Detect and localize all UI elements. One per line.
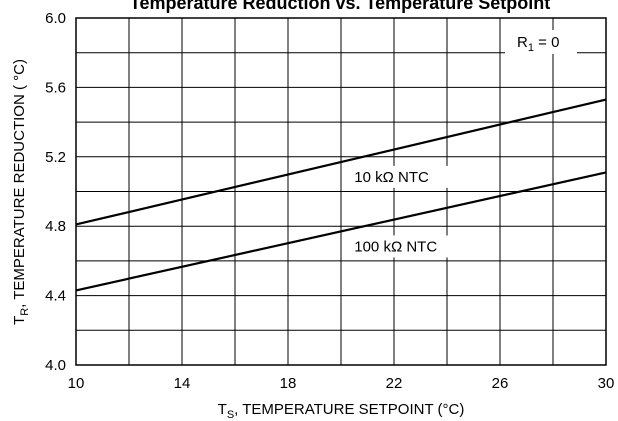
x-tick-label: 22 — [386, 375, 403, 392]
series-line-2 — [75, 171, 607, 292]
y-axis-label: TR, TEMPERATURE REDUCTION ( °C) — [11, 59, 31, 325]
plot-frame — [75, 17, 607, 366]
y-tick-label: 5.6 — [45, 79, 66, 96]
x-tick-label: 26 — [492, 375, 509, 392]
series-labels: 10 kΩ NTC 100 kΩ NTC — [348, 165, 461, 258]
y-tick-label: 5.2 — [45, 149, 66, 166]
x-tick-labels: 10 14 18 22 26 30 — [68, 375, 615, 392]
series-label-2: 100 kΩ NTC — [354, 238, 437, 255]
annotation-bg — [505, 30, 577, 54]
series-label-bg — [348, 235, 461, 258]
grid — [76, 18, 606, 365]
x-tick-label: 10 — [68, 375, 85, 392]
x-tick-label: 30 — [598, 375, 615, 392]
y-tick-label: 4.4 — [45, 288, 66, 305]
chart-title: Temperature Reduction vs. Temperature Se… — [130, 0, 550, 13]
series-line-1 — [75, 98, 607, 226]
annotation-r1: R1 = 0 — [517, 34, 559, 54]
x-axis-label: TS, TEMPERATURE SETPOINT (°C) — [218, 401, 465, 421]
x-tick-label: 18 — [280, 375, 297, 392]
y-tick-labels: 4.0 4.4 4.8 5.2 5.6 6.0 — [45, 10, 66, 374]
y-tick-label: 4.0 — [45, 357, 66, 374]
series-label-1: 10 kΩ NTC — [354, 169, 429, 186]
series-label-bg — [348, 165, 461, 188]
y-tick-label: 4.8 — [45, 218, 66, 235]
series-group — [75, 98, 607, 292]
x-tick-label: 14 — [174, 375, 191, 392]
y-tick-label: 6.0 — [45, 10, 66, 27]
